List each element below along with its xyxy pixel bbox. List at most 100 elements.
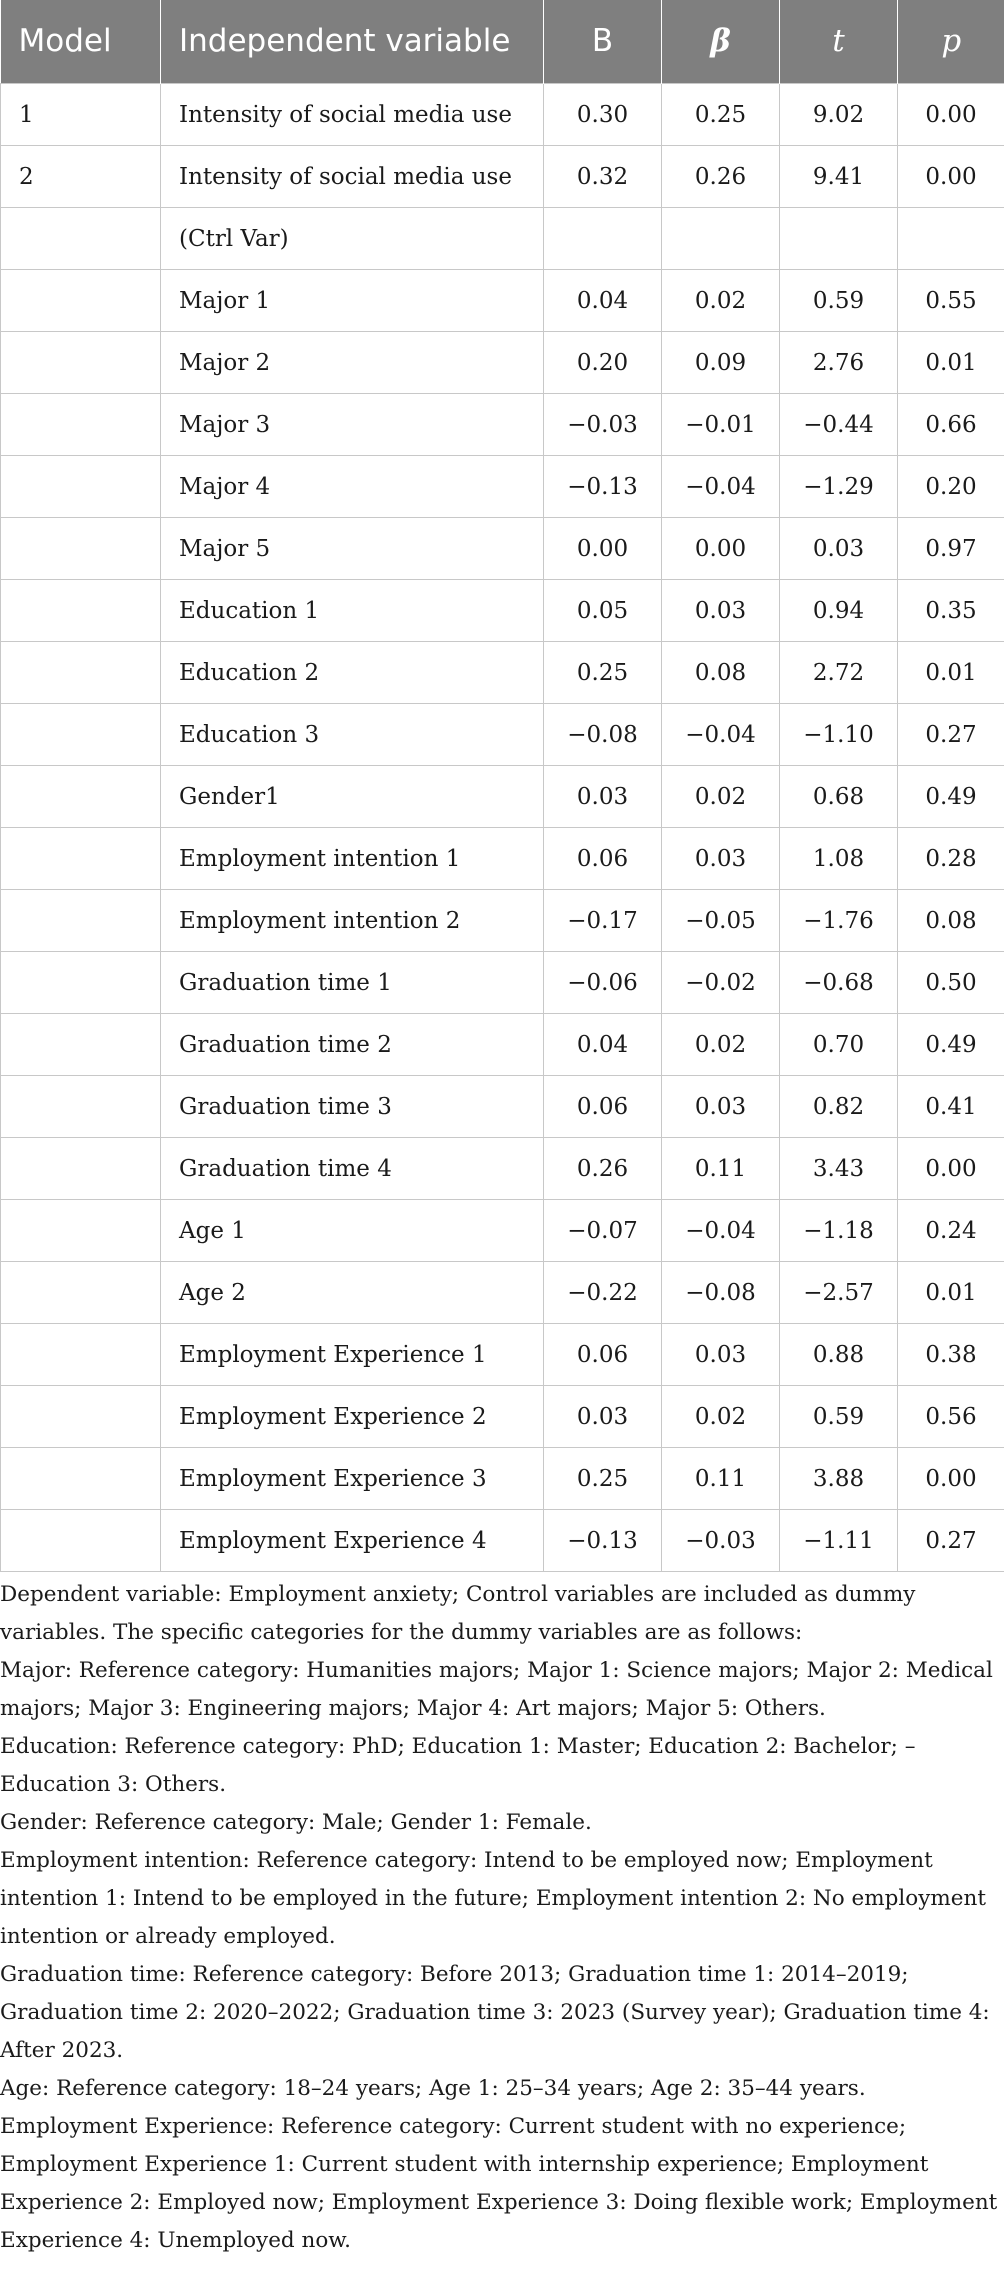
cell-model bbox=[0, 1137, 161, 1200]
cell-beta: −0.04 bbox=[661, 455, 780, 518]
cell-b: −0.17 bbox=[543, 889, 662, 952]
cell-b: 0.06 bbox=[543, 1075, 662, 1138]
cell-model bbox=[0, 889, 161, 952]
cell-model bbox=[0, 331, 161, 394]
cell-t: 0.59 bbox=[779, 1385, 898, 1448]
table-row: Employment Experience 2 0.03 0.02 0.59 0.56 bbox=[0, 1385, 1004, 1448]
table-row: Major 1 0.04 0.02 0.59 0.55 bbox=[0, 269, 1004, 332]
cell-beta: 0.08 bbox=[661, 641, 780, 704]
cell-variable: Gender1 bbox=[160, 765, 544, 828]
cell-variable: Graduation time 3 bbox=[160, 1075, 544, 1138]
cell-b: −0.07 bbox=[543, 1199, 662, 1262]
cell-beta: 0.25 bbox=[661, 83, 780, 146]
cell-t: 3.88 bbox=[779, 1447, 898, 1510]
table-row: Graduation time 2 0.04 0.02 0.70 0.49 bbox=[0, 1013, 1004, 1076]
cell-t bbox=[779, 207, 898, 270]
table-row: Education 1 0.05 0.03 0.94 0.35 bbox=[0, 579, 1004, 642]
cell-variable: Employment intention 2 bbox=[160, 889, 544, 952]
cell-beta: −0.04 bbox=[661, 703, 780, 766]
cell-beta: 0.00 bbox=[661, 517, 780, 580]
cell-variable: Age 1 bbox=[160, 1199, 544, 1262]
cell-t: 2.72 bbox=[779, 641, 898, 704]
cell-variable: Intensity of social media use bbox=[160, 145, 544, 208]
cell-p: 0.01 bbox=[897, 1261, 1004, 1324]
table-row: 1 Intensity of social media use 0.30 0.25 9.… bbox=[0, 83, 1004, 146]
cell-t: 0.82 bbox=[779, 1075, 898, 1138]
cell-beta: 0.03 bbox=[661, 579, 780, 642]
cell-model bbox=[0, 1323, 161, 1386]
cell-p: 0.55 bbox=[897, 269, 1004, 332]
footnote-line: Dependent variable: Employment anxiety; … bbox=[0, 1582, 916, 1645]
table-row: (Ctrl Var) bbox=[0, 207, 1004, 270]
cell-variable: Employment Experience 4 bbox=[160, 1509, 544, 1572]
cell-variable: Major 3 bbox=[160, 393, 544, 456]
cell-p: 0.66 bbox=[897, 393, 1004, 456]
table-body: 1 Intensity of social media use 0.30 0.25 9.… bbox=[0, 83, 1004, 1572]
cell-variable: Employment Experience 1 bbox=[160, 1323, 544, 1386]
cell-model bbox=[0, 827, 161, 890]
cell-p: 0.00 bbox=[897, 1447, 1004, 1510]
cell-variable: Major 5 bbox=[160, 517, 544, 580]
cell-b: −0.13 bbox=[543, 455, 662, 518]
footnote-line: Education: Reference category: PhD; Educ… bbox=[0, 1734, 916, 1797]
cell-variable: Graduation time 2 bbox=[160, 1013, 544, 1076]
cell-beta: −0.02 bbox=[661, 951, 780, 1014]
cell-p: 0.28 bbox=[897, 827, 1004, 890]
cell-model bbox=[0, 1385, 161, 1448]
cell-t: −1.29 bbox=[779, 455, 898, 518]
cell-variable: Intensity of social media use bbox=[160, 83, 544, 146]
cell-beta: −0.04 bbox=[661, 1199, 780, 1262]
cell-p: 0.50 bbox=[897, 951, 1004, 1014]
cell-b: 0.26 bbox=[543, 1137, 662, 1200]
cell-b: 0.25 bbox=[543, 1447, 662, 1510]
cell-model bbox=[0, 703, 161, 766]
footnote-line: Graduation time: Reference category: Bef… bbox=[0, 1962, 990, 2063]
cell-t: −1.11 bbox=[779, 1509, 898, 1572]
cell-variable: Education 1 bbox=[160, 579, 544, 642]
table-row: Education 3 −0.08 −0.04 −1.10 0.27 bbox=[0, 703, 1004, 766]
cell-t: 3.43 bbox=[779, 1137, 898, 1200]
cell-model bbox=[0, 1013, 161, 1076]
cell-p: 0.27 bbox=[897, 703, 1004, 766]
table-row: Employment intention 2 −0.17 −0.05 −1.76 0.0… bbox=[0, 889, 1004, 952]
table-row: Graduation time 3 0.06 0.03 0.82 0.41 bbox=[0, 1075, 1004, 1138]
table-row: 2 Intensity of social media use 0.32 0.26 9.… bbox=[0, 145, 1004, 208]
cell-t: −1.76 bbox=[779, 889, 898, 952]
table-row: Major 3 −0.03 −0.01 −0.44 0.66 bbox=[0, 393, 1004, 456]
table-footnotes: Dependent variable: Employment anxiety; … bbox=[0, 1572, 1004, 2260]
header-t: t bbox=[779, 0, 898, 84]
cell-variable: Employment intention 1 bbox=[160, 827, 544, 890]
cell-t: −1.10 bbox=[779, 703, 898, 766]
cell-b: 0.04 bbox=[543, 1013, 662, 1076]
cell-t: 0.59 bbox=[779, 269, 898, 332]
cell-p: 0.01 bbox=[897, 331, 1004, 394]
cell-b bbox=[543, 207, 662, 270]
cell-variable: (Ctrl Var) bbox=[160, 207, 544, 270]
cell-b: −0.22 bbox=[543, 1261, 662, 1324]
cell-t: 9.02 bbox=[779, 83, 898, 146]
cell-t: 0.68 bbox=[779, 765, 898, 828]
cell-model bbox=[0, 1261, 161, 1324]
cell-variable: Employment Experience 3 bbox=[160, 1447, 544, 1510]
cell-t: −0.68 bbox=[779, 951, 898, 1014]
cell-b: −0.08 bbox=[543, 703, 662, 766]
cell-beta: 0.03 bbox=[661, 1323, 780, 1386]
cell-variable: Graduation time 4 bbox=[160, 1137, 544, 1200]
cell-beta: 0.09 bbox=[661, 331, 780, 394]
cell-beta: 0.02 bbox=[661, 1013, 780, 1076]
table-row: Gender1 0.03 0.02 0.68 0.49 bbox=[0, 765, 1004, 828]
cell-variable: Education 2 bbox=[160, 641, 544, 704]
cell-model bbox=[0, 393, 161, 456]
cell-t: 1.08 bbox=[779, 827, 898, 890]
cell-model: 2 bbox=[0, 145, 161, 208]
cell-model bbox=[0, 1075, 161, 1138]
cell-beta: 0.02 bbox=[661, 765, 780, 828]
cell-p: 0.35 bbox=[897, 579, 1004, 642]
footnote-line: Gender: Reference category: Male; Gender… bbox=[0, 1810, 592, 1835]
cell-beta: −0.08 bbox=[661, 1261, 780, 1324]
regression-table: Model Independent variable B β t p 1 Inte… bbox=[0, 0, 1004, 1572]
footnote-line: Major: Reference category: Humanities ma… bbox=[0, 1658, 993, 1721]
cell-beta: 0.02 bbox=[661, 269, 780, 332]
cell-b: 0.03 bbox=[543, 765, 662, 828]
cell-b: 0.03 bbox=[543, 1385, 662, 1448]
